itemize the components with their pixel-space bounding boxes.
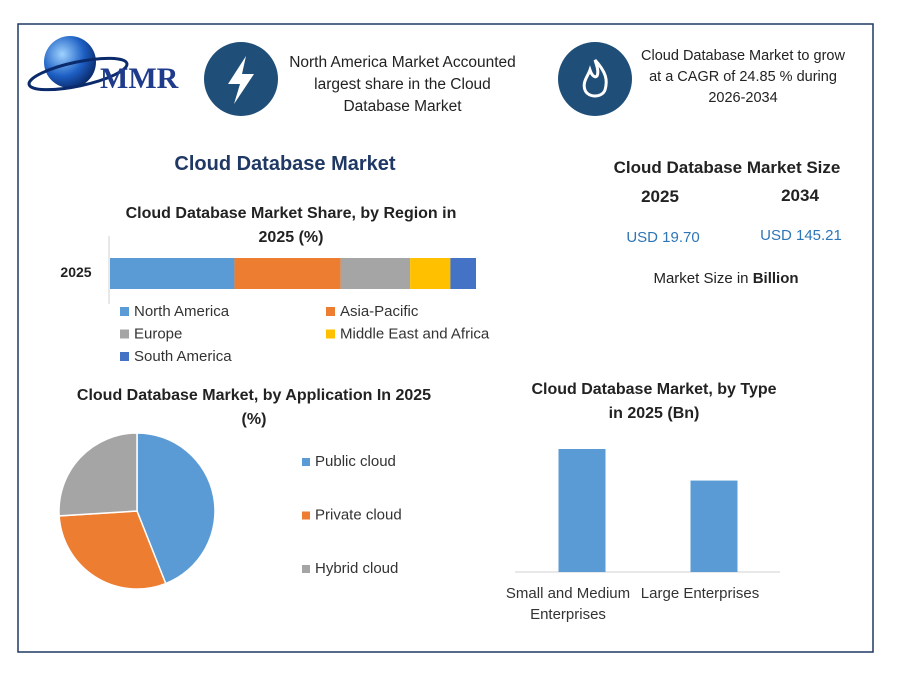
legend-label: North America (134, 303, 230, 320)
legend-label: Asia-Pacific (340, 303, 419, 320)
bar-segment (450, 258, 476, 289)
pie-slice (58, 510, 167, 590)
category-label: 2025 (60, 264, 92, 280)
legend-label: Private cloud (315, 506, 402, 523)
legend-swatch (302, 458, 310, 466)
legend-label: South America (134, 348, 232, 365)
chart-title: Cloud Database Market, by Type in 2025 (… (531, 381, 777, 422)
size-note-unit: Billion (752, 270, 799, 287)
legend-swatch (120, 352, 129, 361)
pie-slice (136, 432, 216, 585)
legend-swatch (326, 329, 335, 339)
legend-label: Public cloud (315, 453, 396, 470)
x-tick-label: Large Enterprises (640, 585, 760, 602)
legend-swatch (120, 307, 129, 316)
card-text: North America Market Accounted largest s… (289, 54, 516, 115)
size-note-prefix: Market Size in (653, 270, 749, 287)
legend-swatch (302, 565, 310, 573)
icon-bolt (228, 56, 254, 104)
logo-text: MMR (100, 62, 179, 95)
x-tick-label: Small and Medium Enterprises (505, 585, 631, 623)
legend-swatch (326, 307, 335, 316)
logo-orbit (27, 56, 129, 92)
size-title: Cloud Database Market Size (613, 158, 841, 177)
bar-segment (340, 258, 411, 289)
legend-swatch (120, 329, 129, 339)
icon-flame (582, 58, 608, 98)
legend-label: Middle East and Africa (340, 325, 490, 342)
legend-swatch (302, 511, 310, 520)
bar (558, 449, 606, 572)
size-year: 2025 (641, 187, 679, 206)
size-year: 2034 (781, 186, 819, 205)
pie-slice (58, 432, 138, 517)
main-title: Cloud Database Market (174, 153, 396, 175)
legend-label: Europe (134, 325, 182, 342)
legend-label: Hybrid cloud (315, 560, 398, 577)
size-value: USD 145.21 (760, 227, 842, 244)
chart-title: Cloud Database Market Share, by Region i… (125, 205, 457, 246)
frame (17, 23, 874, 653)
size-value: USD 19.70 (626, 229, 700, 246)
bar-segment (110, 258, 235, 289)
chart-title: Cloud Database Market, by Application In… (76, 387, 432, 428)
bar (690, 480, 738, 572)
icon-flame-bg (558, 42, 632, 116)
bar-segment (234, 258, 341, 289)
card-text: Cloud Database Market to grow at a CAGR … (641, 48, 845, 106)
bar-segment (410, 258, 451, 289)
size-note: Market Size in Billion (606, 270, 846, 287)
